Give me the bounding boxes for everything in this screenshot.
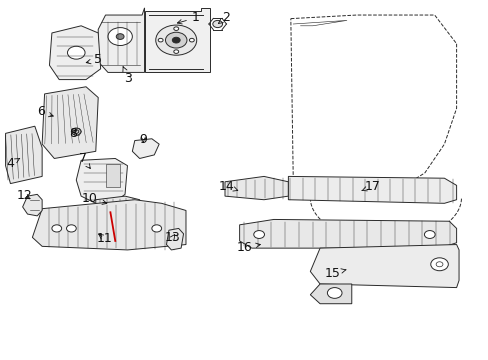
- Text: 7: 7: [79, 152, 90, 168]
- Polygon shape: [310, 244, 458, 288]
- Text: 12: 12: [16, 189, 32, 202]
- Circle shape: [430, 258, 447, 271]
- Circle shape: [165, 32, 186, 48]
- Polygon shape: [32, 200, 185, 250]
- Polygon shape: [144, 8, 210, 72]
- Circle shape: [108, 28, 132, 45]
- Circle shape: [189, 39, 194, 42]
- Circle shape: [152, 225, 161, 232]
- Circle shape: [67, 46, 85, 59]
- Text: 14: 14: [218, 180, 237, 193]
- Polygon shape: [98, 8, 144, 72]
- Polygon shape: [5, 126, 42, 184]
- Circle shape: [116, 34, 124, 40]
- Text: 3: 3: [122, 67, 132, 85]
- Text: 15: 15: [324, 267, 345, 280]
- Polygon shape: [42, 87, 98, 158]
- Polygon shape: [288, 176, 456, 203]
- Circle shape: [424, 230, 434, 238]
- Text: 11: 11: [96, 231, 112, 244]
- Text: 6: 6: [37, 105, 53, 118]
- Polygon shape: [76, 158, 127, 203]
- Text: 9: 9: [139, 133, 147, 146]
- Text: 10: 10: [81, 192, 106, 205]
- Text: 13: 13: [164, 231, 181, 244]
- Text: 1: 1: [177, 12, 199, 24]
- Text: 17: 17: [361, 180, 380, 193]
- Polygon shape: [166, 228, 183, 250]
- Circle shape: [52, 225, 61, 232]
- Text: 2: 2: [218, 12, 229, 24]
- Polygon shape: [105, 164, 120, 187]
- Text: 8: 8: [69, 127, 77, 140]
- Polygon shape: [310, 284, 351, 304]
- Circle shape: [66, 225, 76, 232]
- Text: 4: 4: [6, 157, 20, 170]
- Text: 16: 16: [236, 241, 260, 254]
- Polygon shape: [224, 176, 288, 200]
- Polygon shape: [49, 26, 101, 80]
- Polygon shape: [22, 194, 42, 216]
- Circle shape: [173, 50, 178, 53]
- Polygon shape: [239, 220, 456, 248]
- Polygon shape: [132, 139, 159, 158]
- Circle shape: [71, 128, 81, 135]
- Circle shape: [156, 25, 196, 55]
- Circle shape: [158, 39, 163, 42]
- Circle shape: [327, 288, 341, 298]
- Circle shape: [172, 37, 180, 43]
- Polygon shape: [96, 196, 140, 216]
- Text: 5: 5: [86, 53, 102, 66]
- Circle shape: [173, 27, 178, 31]
- Circle shape: [212, 21, 222, 28]
- Circle shape: [253, 230, 264, 238]
